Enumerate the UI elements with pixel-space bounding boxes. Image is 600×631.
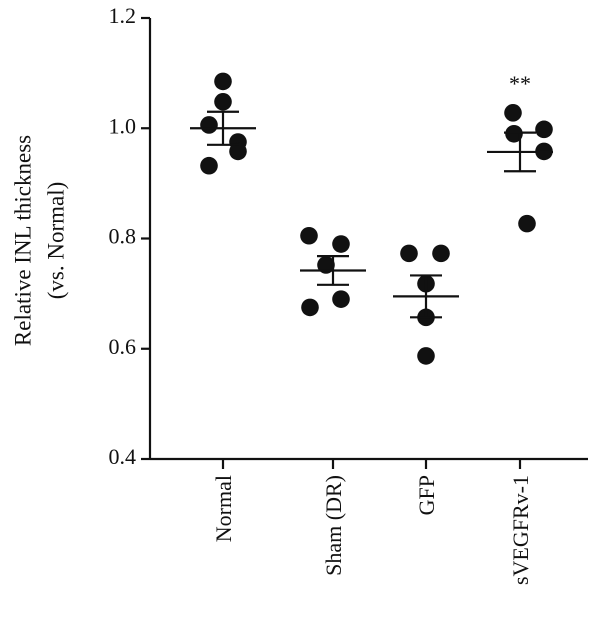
y-axis-title-line: (vs. Normal) bbox=[43, 182, 68, 300]
data-point bbox=[432, 244, 450, 263]
data-point bbox=[332, 235, 350, 253]
data-point bbox=[200, 156, 218, 175]
x-tick-label: sVEGFRv-1 bbox=[508, 475, 533, 585]
data-point bbox=[504, 104, 522, 122]
data-point bbox=[332, 290, 350, 308]
x-tick-label: Sham (DR) bbox=[321, 475, 346, 576]
y-axis-title-line: Relative INL thickness bbox=[10, 135, 35, 346]
group-2 bbox=[393, 244, 459, 365]
data-point bbox=[229, 142, 247, 161]
significance-annotation: ** bbox=[509, 71, 531, 96]
data-point bbox=[417, 347, 435, 365]
group-3: ** bbox=[487, 71, 553, 233]
data-point bbox=[535, 120, 553, 139]
group-1 bbox=[300, 226, 366, 317]
y-tick-label: 1.0 bbox=[109, 113, 137, 138]
x-axis: Normal Sham (DR) GFP sVEGFRv-1 bbox=[150, 457, 588, 585]
y-tick-label: 0.8 bbox=[109, 224, 137, 249]
y-axis: 0.4 0.6 0.8 1.0 1.2 bbox=[109, 3, 152, 469]
data-point bbox=[214, 92, 232, 111]
data-point bbox=[300, 226, 318, 245]
data-point bbox=[301, 298, 319, 317]
data-point bbox=[400, 244, 418, 263]
data-point bbox=[317, 256, 335, 274]
y-tick-label: 1.2 bbox=[109, 3, 137, 28]
data-point bbox=[214, 72, 232, 91]
y-tick-label: 0.4 bbox=[109, 444, 137, 469]
y-axis-title: Relative INL thickness (vs. Normal) bbox=[10, 135, 68, 346]
x-tick-label: GFP bbox=[414, 475, 439, 515]
data-point bbox=[505, 124, 523, 143]
group-0 bbox=[190, 72, 256, 175]
y-tick-label: 0.6 bbox=[109, 334, 137, 359]
data-point bbox=[200, 116, 218, 134]
plot-area: ** bbox=[190, 71, 553, 365]
data-point bbox=[518, 214, 536, 233]
x-tick-label: Normal bbox=[211, 475, 236, 542]
